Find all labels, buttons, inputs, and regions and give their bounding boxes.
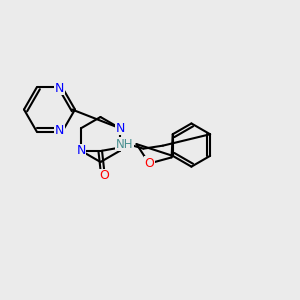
Text: N: N	[55, 82, 64, 95]
Text: N: N	[55, 124, 64, 137]
Text: N: N	[115, 122, 125, 135]
Text: O: O	[100, 169, 110, 182]
Text: NH: NH	[116, 138, 134, 151]
Text: O: O	[144, 157, 154, 170]
Text: N: N	[76, 144, 86, 157]
